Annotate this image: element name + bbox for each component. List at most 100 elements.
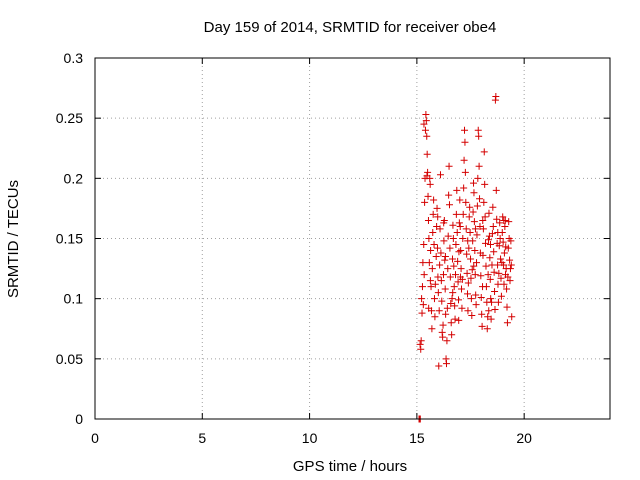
data-point	[441, 256, 449, 264]
data-point	[497, 274, 505, 282]
data-point	[482, 239, 490, 247]
data-point	[433, 244, 441, 252]
data-point	[506, 256, 514, 264]
data-point	[466, 203, 474, 211]
data-point	[470, 262, 478, 270]
data-point	[444, 265, 452, 273]
data-point	[467, 255, 475, 263]
data-point	[477, 293, 485, 301]
data-point	[423, 150, 431, 158]
data-point	[461, 168, 469, 176]
data-point	[439, 271, 447, 279]
data-point	[465, 244, 473, 252]
data-point	[480, 198, 488, 206]
data-point	[463, 250, 471, 258]
data-point	[456, 273, 464, 281]
x-tick-label: 15	[409, 430, 425, 446]
axis-ticks: 0 0.05 0.1 0.15 0.2 0.25 0.3 0 5 10 15 20	[56, 50, 610, 446]
data-point	[440, 219, 448, 227]
x-axis-label: GPS time / hours	[293, 458, 407, 475]
data-point	[463, 269, 471, 277]
data-point	[465, 213, 473, 221]
data-point	[429, 210, 437, 218]
data-point	[455, 248, 463, 256]
data-point	[437, 249, 445, 257]
data-point	[466, 228, 474, 236]
data-point	[472, 291, 480, 299]
data-point	[505, 218, 513, 226]
data-point	[467, 274, 475, 282]
data-point	[420, 120, 428, 128]
data-point	[497, 292, 505, 300]
data-point	[501, 271, 509, 279]
data-point	[472, 301, 480, 309]
data-point	[455, 296, 463, 304]
data-point	[480, 148, 488, 156]
data-point	[488, 298, 496, 306]
data-point	[452, 210, 460, 218]
data-point	[506, 277, 514, 285]
data-point	[506, 265, 514, 273]
data-point	[439, 333, 447, 341]
data-point	[468, 266, 476, 274]
chart-title: Day 159 of 2014, SRMTID for receiver obe…	[204, 19, 497, 36]
data-point	[471, 225, 479, 233]
data-point	[449, 221, 457, 229]
data-point	[447, 299, 455, 307]
data-point	[454, 278, 462, 286]
data-point	[470, 218, 478, 226]
data-point	[420, 241, 428, 249]
data-point	[443, 337, 451, 345]
data-point	[429, 228, 437, 236]
data-point	[508, 313, 516, 321]
data-point	[492, 93, 500, 101]
data-point	[461, 138, 469, 146]
data-point	[423, 132, 431, 140]
grid	[95, 58, 610, 419]
data-point	[443, 304, 451, 312]
x-tick-label: 10	[302, 430, 318, 446]
y-tick-label: 0	[75, 411, 83, 427]
data-point	[486, 254, 494, 262]
data-point	[460, 184, 468, 192]
data-point	[447, 319, 455, 327]
data-point	[471, 271, 479, 279]
data-point	[496, 219, 504, 227]
data-point	[446, 244, 454, 252]
data-point	[424, 192, 432, 200]
data-point	[428, 265, 436, 273]
data-point	[503, 303, 511, 311]
data-point	[434, 273, 442, 281]
data-point	[507, 237, 515, 245]
data-point	[418, 295, 426, 303]
data-point	[449, 289, 457, 297]
data-point	[421, 198, 429, 206]
data-point	[427, 247, 435, 255]
data-point	[462, 198, 470, 206]
data-point	[432, 253, 440, 261]
data-point	[499, 238, 507, 246]
data-point	[479, 225, 487, 233]
data-point	[448, 255, 456, 263]
data-point	[486, 275, 494, 283]
data-point	[452, 271, 459, 279]
data-point	[450, 283, 458, 291]
data-point	[500, 261, 508, 269]
data-point	[476, 195, 484, 203]
data-point	[444, 232, 452, 240]
y-tick-label: 0.05	[56, 351, 83, 367]
data-point	[470, 189, 478, 197]
data-point	[500, 280, 508, 288]
data-point	[478, 322, 486, 330]
data-point	[478, 310, 486, 318]
data-point	[416, 340, 424, 348]
x-tick-label: 5	[198, 430, 206, 446]
data-point	[421, 126, 429, 134]
data-point	[481, 180, 489, 188]
data-point	[464, 307, 472, 315]
data-point	[473, 259, 481, 267]
data-point	[435, 362, 443, 370]
data-point	[441, 285, 449, 293]
data-point	[453, 186, 461, 194]
y-tick-label: 0.25	[56, 110, 83, 126]
